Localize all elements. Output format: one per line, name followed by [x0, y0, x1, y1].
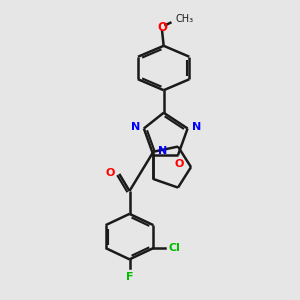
Text: Cl: Cl	[169, 243, 181, 253]
Text: N: N	[158, 146, 167, 156]
Text: F: F	[126, 272, 133, 282]
Text: O: O	[157, 20, 167, 34]
Text: CH₃: CH₃	[176, 14, 194, 24]
Text: N: N	[130, 122, 140, 132]
Text: N: N	[192, 122, 201, 132]
Text: O: O	[106, 168, 115, 178]
Text: O: O	[174, 159, 183, 169]
